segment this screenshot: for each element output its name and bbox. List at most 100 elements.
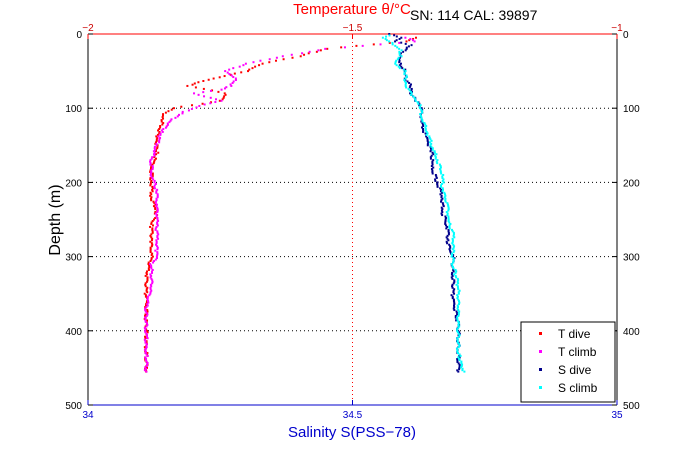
data-point [456,277,459,280]
data-point [217,90,220,93]
data-point [151,237,154,240]
data-point [418,107,421,110]
data-point [340,46,343,49]
data-point [457,306,460,309]
data-point [452,270,455,273]
data-point [452,243,455,246]
data-point [150,264,153,267]
data-point [426,132,429,135]
data-point [457,334,460,337]
data-point [379,43,382,46]
data-point [447,217,450,220]
data-point [150,193,153,196]
data-point [154,258,157,261]
data-point [444,221,447,224]
data-point [153,159,156,162]
data-point [404,83,407,86]
data-point [149,292,152,295]
data-point [452,282,455,285]
data-point [458,353,461,356]
data-point [299,55,302,58]
data-point [156,133,159,136]
data-point [146,279,149,282]
data-point [144,314,147,317]
data-point [401,67,404,70]
data-point [149,288,152,291]
data-point [170,118,173,121]
data-point [431,171,434,174]
data-point [451,286,454,289]
data-point [441,179,444,182]
data-point [143,369,146,372]
data-point [440,206,443,209]
data-point [218,99,221,102]
data-point [455,276,458,279]
data-point [158,132,161,135]
data-point [282,58,285,61]
data-point [455,270,458,273]
data-point [151,156,154,159]
data-point [448,227,451,230]
data-point [456,359,459,362]
data-point [420,108,423,111]
data-point [156,196,159,199]
data-point [151,187,154,190]
data-point [426,144,429,147]
data-point [149,171,152,174]
data-point [446,225,449,228]
data-point [456,297,459,300]
data-point [424,132,427,135]
data-point [388,41,391,44]
data-point [449,222,452,225]
data-point [452,298,455,301]
data-point [404,49,407,52]
data-point [159,125,162,128]
data-point [458,368,461,371]
data-point [144,359,147,362]
data-point [453,273,456,276]
data-point [456,286,459,289]
data-point [441,197,444,200]
data-point [456,294,459,297]
data-point [158,127,161,130]
data-point [154,228,157,231]
data-point [423,122,426,125]
data-point [155,240,158,243]
data-point [458,363,461,366]
data-point [457,326,460,329]
data-point [430,142,433,145]
data-point [154,249,157,252]
data-point [155,138,158,141]
y-tick-label: 400 [65,327,82,338]
data-point [154,202,157,205]
data-point [154,182,157,185]
data-point [154,211,157,214]
data-point [144,304,147,307]
data-point [156,231,159,234]
data-point [460,364,463,367]
data-point [149,248,152,251]
data-point [156,224,159,227]
data-point [154,212,157,215]
data-point [427,141,430,144]
legend-label: S dive [558,363,592,377]
data-point [398,47,401,50]
data-point [444,224,447,227]
data-point [146,297,149,300]
data-point [146,303,149,306]
data-point [157,219,160,222]
data-point [461,367,464,370]
data-point [457,303,460,306]
data-point [143,346,146,349]
data-point [430,148,433,151]
data-point [456,311,459,314]
data-point [408,39,411,42]
data-point [450,276,453,279]
data-point [426,142,429,145]
data-point [224,93,227,96]
data-point [434,178,437,181]
data-point [441,202,444,205]
data-point [154,142,157,145]
top-tick-label: −1.5 [343,23,363,34]
data-point [203,103,206,106]
